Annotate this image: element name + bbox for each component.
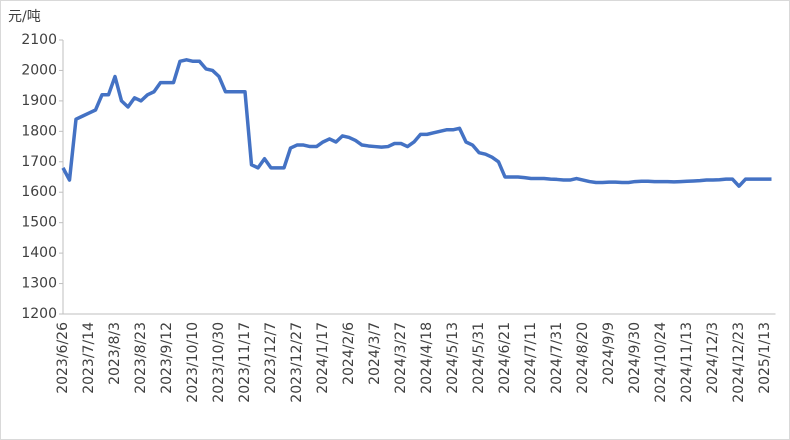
y-tick-label: 1700 [21, 154, 57, 170]
y-tick-label: 1500 [21, 215, 57, 231]
x-tick-label: 2024/10/24 [653, 322, 669, 403]
y-tick-label: 1600 [21, 184, 57, 200]
x-tick-label: 2024/7/31 [549, 322, 565, 394]
x-tick-label: 2023/10/10 [185, 322, 201, 403]
x-tick-label: 2023/8/3 [107, 322, 123, 385]
y-tick-label: 2000 [21, 62, 57, 78]
x-tick-label: 2024/11/13 [679, 322, 695, 403]
x-tick-label: 2024/3/7 [367, 322, 383, 385]
x-tick-label: 2024/12/23 [731, 322, 747, 403]
y-tick-label: 1800 [21, 123, 57, 139]
x-tick-label: 2024/9/9 [601, 322, 617, 385]
x-tick-label: 2024/3/27 [393, 322, 409, 394]
x-tick-label: 2023/10/30 [211, 322, 227, 403]
x-tick-label: 2024/8/20 [575, 322, 591, 394]
y-axis-label: 元/吨 [8, 9, 41, 25]
x-tick-label: 2024/4/18 [419, 322, 435, 394]
x-tick-label: 2024/12/3 [705, 322, 721, 394]
x-tick-label: 2024/5/13 [445, 322, 461, 394]
x-tick-label: 2023/11/17 [237, 322, 253, 403]
x-tick-label: 2023/9/12 [159, 322, 175, 394]
x-tick-label: 2024/2/6 [341, 322, 357, 385]
y-tick-label: 1900 [21, 93, 57, 109]
x-tick-label: 2024/7/11 [523, 322, 539, 394]
y-tick-label: 1200 [21, 306, 57, 322]
x-tick-label: 2023/12/7 [263, 322, 279, 394]
y-tick-label: 1300 [21, 276, 57, 292]
x-tick-label: 2023/7/14 [81, 322, 97, 394]
y-tick-label: 2100 [21, 32, 57, 48]
x-tick-label: 2023/6/26 [55, 322, 71, 394]
x-tick-label: 2025/1/13 [757, 322, 773, 394]
line-series [61, 58, 772, 188]
x-tick-label: 2023/8/23 [133, 322, 149, 394]
x-tick-label: 2024/5/31 [471, 322, 487, 394]
x-tick-label: 2024/9/30 [627, 322, 643, 394]
x-tick-label: 2024/1/17 [315, 322, 331, 394]
x-tick-label: 2023/12/27 [289, 322, 305, 403]
x-tick-label: 2024/6/21 [497, 322, 513, 394]
y-tick-label: 1400 [21, 245, 57, 261]
